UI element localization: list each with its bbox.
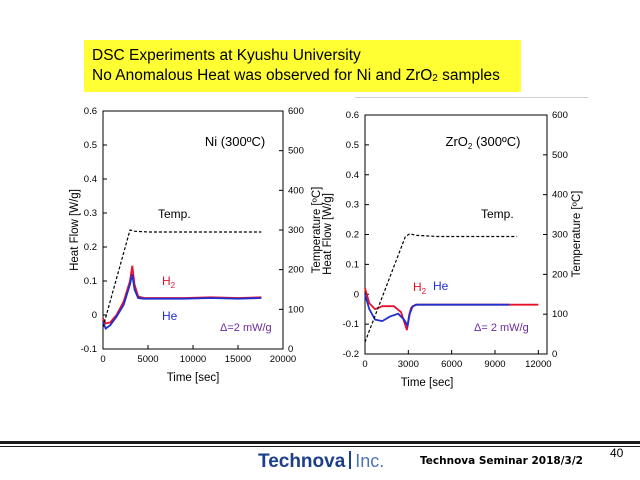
h2-label: H2 bbox=[413, 280, 427, 296]
he-label: He bbox=[162, 309, 178, 323]
x-axis-label: Time [sec] bbox=[167, 372, 220, 384]
y-tick-label: 0.1 bbox=[84, 276, 97, 287]
chart-title: ZrO2 (300ºC) bbox=[446, 134, 521, 151]
y-axis-label: Heat Flow [W/g] bbox=[322, 193, 334, 275]
technova-logo: Technova Inc. bbox=[258, 451, 384, 473]
banner-line-2-subscript: 2 bbox=[432, 73, 438, 84]
y2-tick-label: 600 bbox=[288, 106, 304, 117]
x-tick-label: 5000 bbox=[137, 354, 158, 365]
y-tick-label: -0.2 bbox=[343, 349, 359, 360]
x-tick-labels: 0 3000 6000 9000 12000 bbox=[362, 359, 551, 370]
y-axis-label: Heat Flow [W/g] bbox=[69, 189, 81, 271]
temp-label: Temp. bbox=[481, 207, 514, 221]
y-tick-label: 0.3 bbox=[346, 200, 359, 211]
y-tick-label: 0.5 bbox=[346, 140, 359, 151]
y2-tick-label: 200 bbox=[288, 265, 304, 276]
y2-tick-label: 400 bbox=[288, 185, 304, 196]
page-number: 40 bbox=[610, 446, 624, 460]
series-group bbox=[102, 229, 262, 331]
banner-line-2-tail: samples bbox=[437, 67, 500, 84]
banner-line-2-text: No Anomalous Heat was observed for Ni an… bbox=[92, 67, 433, 84]
logo-brand: Technova bbox=[258, 451, 346, 472]
y2-tick-label: 500 bbox=[552, 150, 568, 161]
divider-line bbox=[355, 97, 588, 98]
y2-tick-labels: 0 100 200 300 400 500 600 bbox=[552, 110, 568, 360]
banner-line-1: DSC Experiments at Kyushu University bbox=[92, 47, 361, 64]
y-tick-labels: -0.2 -0.1 0 0.1 0.2 0.3 0.4 0.5 0.6 bbox=[343, 110, 359, 360]
x-tick-label: 12000 bbox=[525, 359, 551, 370]
series-group bbox=[364, 233, 539, 343]
y2-axis-label: Temperature [ºC] bbox=[571, 191, 583, 278]
delta-label: Δ= 2 mW/g bbox=[474, 322, 529, 334]
y-tick-label: 0.6 bbox=[346, 110, 359, 121]
chart-title-main: ZrO bbox=[446, 134, 468, 149]
y2-tick-label: 600 bbox=[552, 110, 568, 121]
y2-tick-label: 400 bbox=[552, 190, 568, 201]
chart-title: Ni (300ºC) bbox=[205, 134, 265, 149]
y-tick-label: 0.3 bbox=[84, 208, 97, 219]
series-line-he bbox=[364, 294, 510, 329]
y2-tick-label: 300 bbox=[288, 225, 304, 236]
y-tick-label: 0.1 bbox=[346, 259, 359, 270]
h2-label-text: H bbox=[162, 274, 171, 288]
y-tick-label: 0 bbox=[354, 289, 359, 300]
he-label: He bbox=[433, 279, 449, 293]
y-tick-label: 0.5 bbox=[84, 140, 97, 151]
x-tick-label: 20000 bbox=[270, 354, 296, 365]
temp-label: Temp. bbox=[158, 207, 191, 221]
footer-rule bbox=[0, 441, 640, 444]
h2-label-subscript: 2 bbox=[422, 287, 427, 296]
series-line-he bbox=[102, 274, 262, 331]
tick-marks bbox=[102, 110, 284, 350]
y2-tick-label: 0 bbox=[288, 344, 293, 355]
x-tick-label: 3000 bbox=[398, 359, 419, 370]
y2-tick-label: 100 bbox=[552, 309, 568, 320]
footer-rule-thin bbox=[0, 446, 640, 447]
chart-title-rest: (300ºC) bbox=[472, 134, 520, 149]
delta-label: Δ=2 mW/g bbox=[220, 322, 272, 334]
x-tick-label: 9000 bbox=[484, 359, 505, 370]
y-tick-label: -0.1 bbox=[81, 344, 97, 355]
h2-label-text: H bbox=[413, 280, 422, 294]
y-tick-label: 0 bbox=[92, 310, 97, 321]
y-tick-labels: -0.1 0 0.1 0.2 0.3 0.4 0.5 0.6 bbox=[81, 106, 97, 355]
x-tick-label: 15000 bbox=[225, 354, 251, 365]
h2-label: H2 bbox=[162, 274, 176, 290]
x-tick-label: 6000 bbox=[441, 359, 462, 370]
y-tick-label: 0.6 bbox=[84, 106, 97, 117]
x-tick-label: 10000 bbox=[180, 354, 206, 365]
y-tick-label: 0.2 bbox=[84, 242, 97, 253]
x-tick-label: 0 bbox=[100, 354, 105, 365]
title-banner: DSC Experiments at Kyushu University No … bbox=[84, 40, 521, 92]
y2-tick-label: 100 bbox=[288, 304, 304, 315]
y2-tick-label: 300 bbox=[552, 230, 568, 241]
y2-tick-label: 200 bbox=[552, 269, 568, 280]
y2-tick-label: 0 bbox=[552, 349, 557, 360]
plot-frame bbox=[364, 114, 548, 355]
x-tick-label: 0 bbox=[362, 359, 367, 370]
tick-marks bbox=[364, 114, 547, 355]
h2-label-subscript: 2 bbox=[171, 281, 176, 290]
series-line-temp bbox=[102, 229, 262, 328]
y2-tick-label: 500 bbox=[288, 146, 304, 157]
logo-inc: Inc. bbox=[355, 451, 385, 471]
y-tick-label: 0.4 bbox=[346, 170, 359, 181]
y-tick-label: 0.4 bbox=[84, 174, 97, 185]
logo-separator bbox=[349, 451, 352, 469]
seminar-caption: Technova Seminar 2018/3/2 bbox=[420, 455, 583, 467]
y-tick-label: 0.2 bbox=[346, 230, 359, 241]
chart-title-subscript: 2 bbox=[468, 142, 473, 151]
banner-line-2: No Anomalous Heat was observed for Ni an… bbox=[92, 66, 521, 88]
y2-axis-label: Temperature [ºC] bbox=[311, 187, 323, 274]
y2-tick-labels: 0 100 200 300 400 500 600 bbox=[288, 106, 304, 355]
y-tick-label: -0.1 bbox=[343, 319, 359, 330]
x-axis-label: Time [sec] bbox=[401, 377, 454, 389]
x-tick-labels: 0 5000 10000 15000 20000 bbox=[100, 354, 296, 365]
